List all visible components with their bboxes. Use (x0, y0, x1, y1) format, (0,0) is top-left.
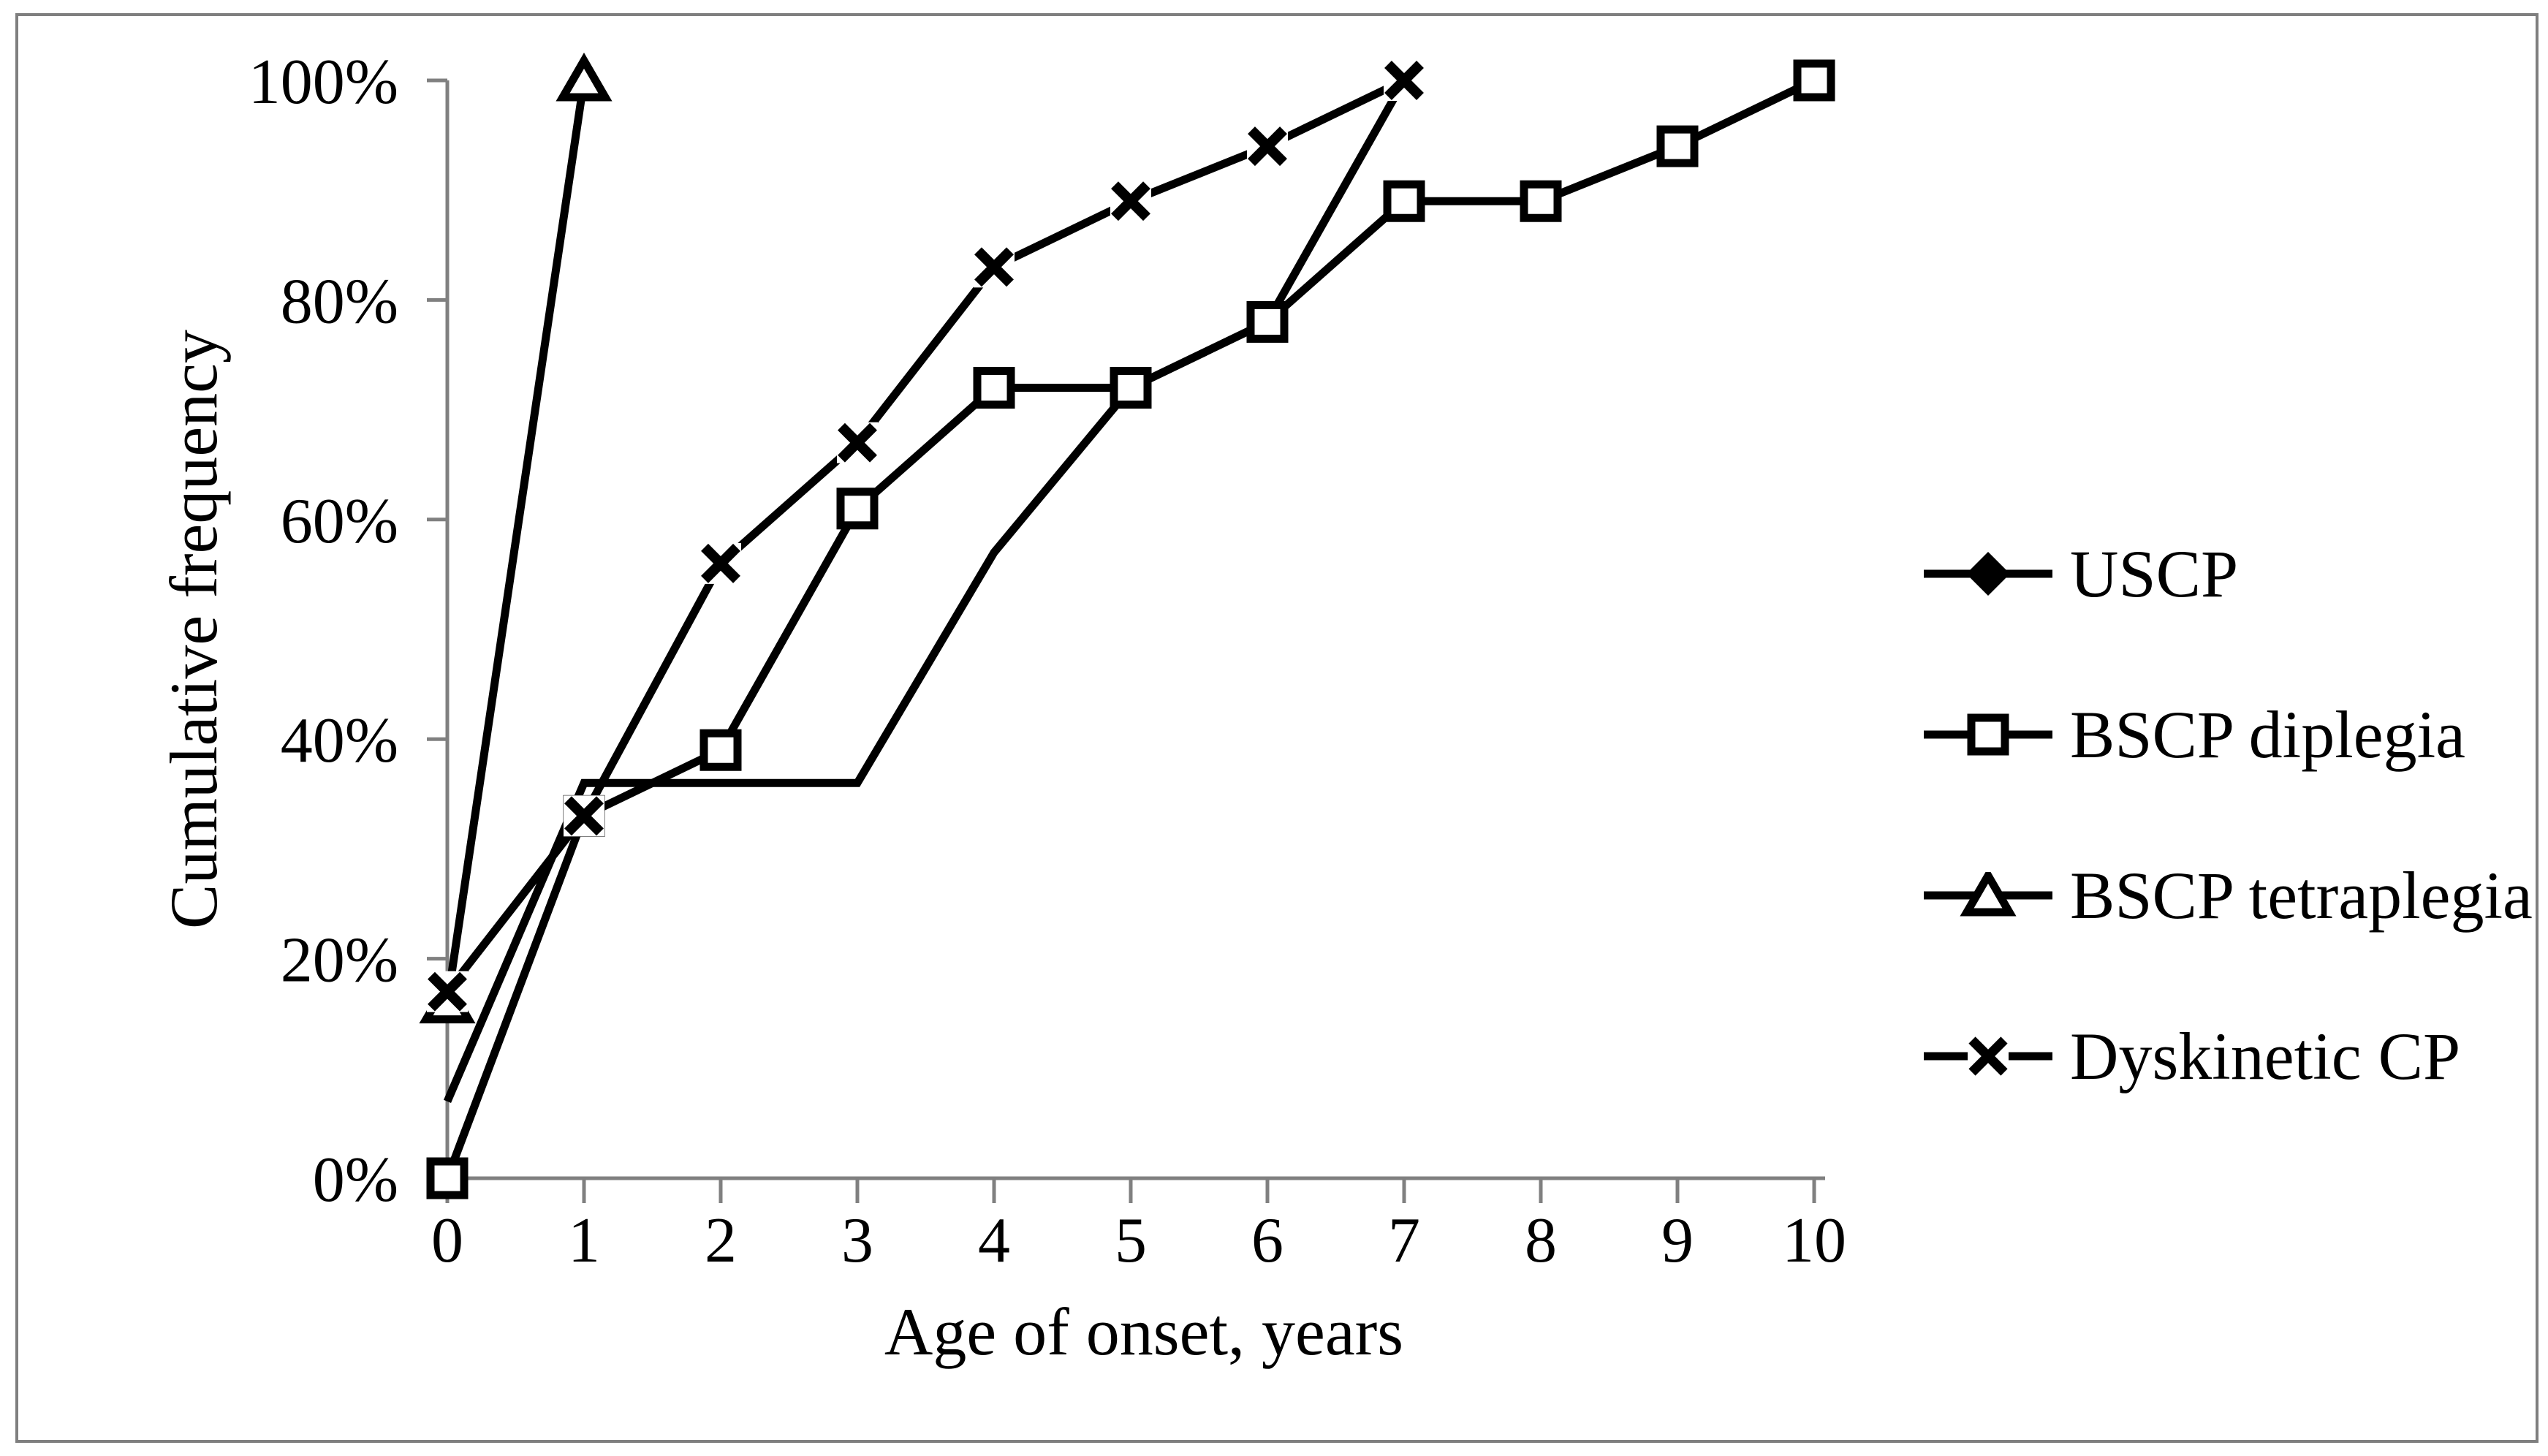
marker-x (1384, 61, 1424, 100)
series-line-bscp-diplegia (443, 77, 1816, 1180)
legend-label: Dyskinetic CP (2070, 1019, 2461, 1093)
marker-x (974, 247, 1014, 287)
marker-triangle (556, 53, 613, 102)
x-tick-label: 6 (1251, 1205, 1284, 1276)
marker-x (428, 971, 467, 1012)
marker-square (1246, 300, 1289, 343)
x-tick-label: 5 (1115, 1205, 1147, 1276)
marker-square (1110, 367, 1152, 409)
x-tick-label: 2 (705, 1205, 737, 1276)
legend-marker-square-icon (1924, 713, 2052, 756)
y-tick-label: 80% (281, 266, 398, 337)
x-tick-label: 0 (431, 1205, 463, 1276)
legend-marker-triangle-icon (1924, 872, 2052, 917)
y-tick-label: 100% (249, 47, 398, 118)
x-tick-label: 8 (1525, 1205, 1557, 1276)
series-line-dyskinetic-cp (444, 77, 1406, 995)
series-line-uscp (443, 78, 1408, 1104)
x-tick-label: 4 (978, 1205, 1010, 1276)
legend-label: USCP (2070, 536, 2239, 611)
x-tick-label: 7 (1388, 1205, 1420, 1276)
marker-square (836, 488, 879, 530)
legend-item-dyskinetic-cp: Dyskinetic CP (1922, 1019, 2461, 1093)
marker-square (426, 1157, 469, 1199)
marker-x (1248, 126, 1287, 167)
y-tick-label: 20% (281, 925, 398, 996)
marker-square (1520, 180, 1562, 222)
marker-square (699, 729, 742, 771)
marker-x (838, 422, 877, 463)
marker-square (1656, 125, 1699, 167)
x-axis-title: Age of onset, years (884, 1294, 1404, 1369)
legend-label: BSCP diplegia (2070, 697, 2465, 772)
x-tick-label: 9 (1661, 1205, 1694, 1276)
series-line-bscp-tetraplegia (443, 80, 588, 1004)
y-tick-label: 60% (281, 486, 398, 557)
legend-marker-diamond-icon (1924, 552, 2052, 596)
x-tick-label: 10 (1782, 1205, 1846, 1276)
legend-item-bscp-tetraplegia: BSCP tetraplegia (1922, 858, 2533, 933)
legend-label: BSCP tetraplegia (2070, 858, 2533, 933)
marker-x (701, 543, 740, 583)
marker-square (1793, 59, 1835, 102)
marker-x (564, 796, 604, 836)
x-tick-label: 1 (568, 1205, 600, 1276)
marker-square (1383, 180, 1425, 222)
marker-x (1111, 181, 1150, 221)
marker-square (973, 367, 1015, 409)
y-tick-label: 0% (313, 1145, 398, 1216)
y-axis-title: Cumulative frequency (156, 329, 231, 930)
y-tick-label: 40% (281, 705, 398, 776)
x-tick-label: 3 (841, 1205, 873, 1276)
legend-item-bscp-diplegia: BSCP diplegia (1922, 697, 2465, 772)
legend-item-uscp: USCP (1922, 536, 2239, 611)
legend-marker-x-icon (1924, 1036, 2052, 1077)
